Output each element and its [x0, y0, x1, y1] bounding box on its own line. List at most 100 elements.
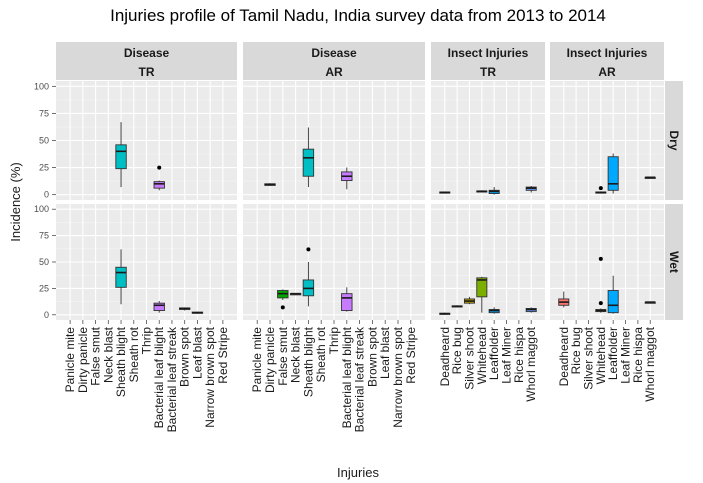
box-bacterial-leaf-blight	[153, 165, 165, 191]
chart-title: Injuries profile of Tamil Nadu, India su…	[110, 6, 606, 25]
box-leaffolder	[607, 153, 619, 194]
x-tick-label: Whorl maggot	[643, 326, 657, 401]
y-tick-label: 50	[39, 257, 49, 267]
facet-panels	[56, 81, 664, 320]
x-tick-label: Thrip	[140, 327, 154, 355]
panel-disease_ar-dry	[243, 81, 425, 200]
x-tick-label: Leaffolder	[606, 327, 620, 380]
x-tick-label: Whorl maggot	[524, 326, 538, 401]
outlier-point	[598, 186, 603, 191]
y-tick-label: 100	[34, 81, 49, 91]
y-tick-label: 0	[44, 310, 49, 320]
facet-strips: Disease TR Disease AR Insect Injuries TR Insec…	[56, 42, 683, 320]
box-dirty-panicle	[264, 183, 276, 186]
outlier-point	[280, 305, 285, 310]
box-whitehead	[595, 186, 607, 194]
panel-insect_ar-wet	[550, 204, 664, 320]
box-deadheard	[439, 191, 451, 194]
box-sheath-blight	[115, 122, 127, 188]
x-tick-label: Rice bug	[569, 327, 583, 374]
panel-insect_tr-wet	[431, 204, 545, 320]
facet-strip-sub-label: AR	[325, 65, 343, 79]
x-tick-label: Narrow brown spot	[391, 326, 405, 427]
box-sheath-blight	[115, 249, 127, 305]
x-tick-label: Neck blast	[101, 326, 115, 383]
x-tick-label: Silver shoot	[462, 326, 476, 389]
box-whitehead	[476, 190, 488, 193]
y-tick-label: 100	[34, 204, 49, 214]
x-tick-label: Leaf Miner	[500, 327, 514, 384]
panel-insect_tr-dry	[431, 81, 545, 200]
panel-disease_tr-dry	[56, 81, 237, 200]
y-tick-label: 75	[39, 108, 49, 118]
box-whorl-maggot	[644, 301, 656, 304]
x-tick-label: Deadheard	[438, 327, 452, 386]
x-tick-label: Dirty panicle	[263, 327, 277, 393]
x-tick-label: Red Stripe	[216, 327, 230, 384]
box-rice-bug	[451, 305, 463, 308]
box-sheath-blight	[302, 247, 315, 307]
box-whitehead	[595, 256, 607, 313]
box-body	[341, 293, 353, 312]
facet-strip-group-label: Insect Injuries	[448, 46, 529, 60]
x-axis-title: Injuries	[337, 465, 379, 480]
x-tick-label: Sheath blight	[301, 326, 315, 397]
x-tick-label: Silver shoot	[581, 326, 595, 389]
x-tick-label: Rice hispa	[512, 327, 526, 383]
facet-strip-sub-label: AR	[598, 65, 616, 79]
x-tick-label: Sheath rot	[127, 326, 141, 382]
x-tick-label: Whitehead	[475, 327, 489, 384]
box-deadheard	[439, 312, 451, 315]
outlier-point	[598, 301, 603, 306]
x-tick-label: Brown spot	[365, 326, 379, 387]
box-whorl-maggot	[525, 185, 537, 193]
x-tick-label: Bacterial leaf blight	[340, 326, 354, 428]
facet-strip-disease_tr	[56, 42, 237, 80]
box-body	[153, 181, 165, 189]
facet-strip-group-label: Insect Injuries	[567, 46, 648, 60]
y-axis-title: Incidence (%)	[8, 162, 23, 241]
facet-strip-group-label: Disease	[124, 46, 170, 60]
facet-strip-disease_ar	[243, 42, 425, 80]
box-body	[115, 144, 127, 170]
box-neck-blast	[289, 292, 302, 296]
x-tick-label: Bacterial leaf streak	[353, 326, 367, 432]
y-tick-label: 50	[39, 136, 49, 146]
box-body	[153, 302, 165, 312]
y-tick-label: 25	[39, 163, 49, 173]
box-leaffolder	[488, 187, 500, 195]
box-body	[115, 266, 127, 288]
box-leaf-blast	[191, 311, 204, 314]
box-deadheard	[558, 291, 570, 308]
x-tick-label: Sheath rot	[314, 326, 328, 382]
box-whorl-maggot	[525, 307, 537, 313]
facet-strip-sub-label: TR	[139, 65, 155, 79]
facet-strip-row-wet	[665, 204, 683, 320]
x-tick-label: Red Stripe	[404, 327, 418, 384]
x-tick-label: Sheath blight	[114, 326, 128, 397]
x-tick-label: Panicle mite	[250, 327, 264, 393]
facet-strip-insect_tr	[431, 42, 545, 80]
x-tick-label: Leaf blast	[378, 326, 392, 379]
outlier-point	[306, 247, 311, 252]
outlier-point	[598, 256, 603, 261]
facet-strip-row-dry	[665, 81, 683, 200]
facet-strip-sub-label: TR	[480, 65, 496, 79]
facet-strip-insect_ar	[550, 42, 664, 80]
x-tick-label: Leaf blast	[190, 326, 204, 379]
box-bacterial-leaf-blight	[153, 301, 165, 313]
y-tick-label: 0	[44, 190, 49, 200]
x-tick-label: Rice hispa	[631, 327, 645, 383]
box-bacterial-leaf-blight	[341, 287, 353, 312]
box-whorl-maggot	[644, 176, 656, 179]
y-axis: 0 25 50 75 100 0 25 50 75 100	[34, 81, 56, 320]
box-body	[607, 156, 619, 191]
y-tick-label: 25	[39, 283, 49, 293]
x-tick-label: Dirty panicle	[76, 327, 90, 393]
box-whitehead	[476, 276, 488, 313]
x-tick-label: False smut	[276, 326, 290, 385]
x-tick-label: Leaffolder	[487, 327, 501, 380]
panel-disease_ar-wet	[243, 204, 425, 320]
x-tick-label: Leaf Miner	[619, 327, 633, 384]
